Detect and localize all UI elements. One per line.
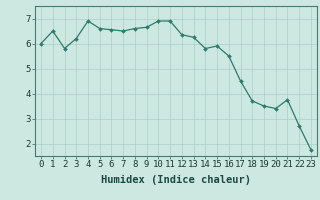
X-axis label: Humidex (Indice chaleur): Humidex (Indice chaleur) (101, 175, 251, 185)
